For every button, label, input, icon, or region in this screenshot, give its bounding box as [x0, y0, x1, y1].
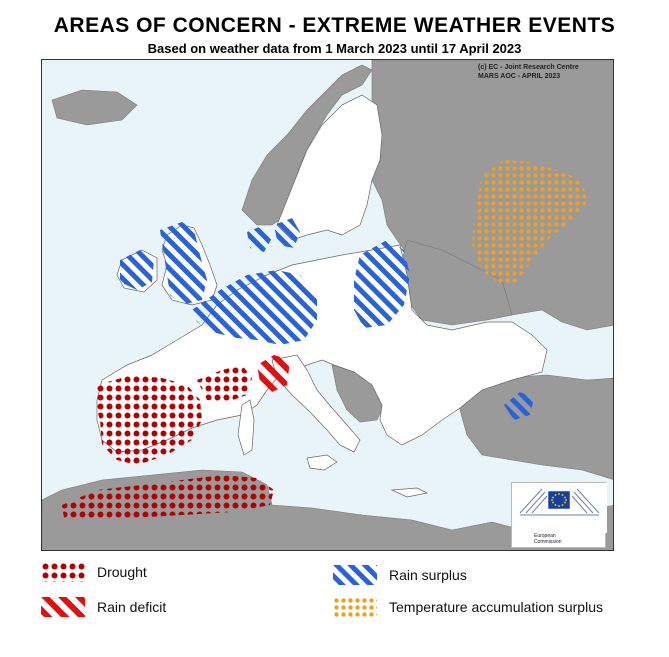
rain-deficit-area-northern-italy — [257, 355, 290, 392]
eu-land-sicily — [306, 454, 338, 471]
rain-surplus-area-central-europe — [192, 270, 317, 345]
legend-label-rain-deficit: Rain deficit — [97, 599, 167, 615]
eu-land-corsica-sardinia — [237, 399, 255, 456]
credit-line-2: MARS AOC - APRIL 2023 — [478, 73, 561, 80]
map-subtitle: Based on weather data from 1 March 2023 … — [147, 41, 522, 56]
rain-surplus-area-denmark — [247, 225, 272, 252]
map-title: AREAS OF CONCERN - EXTREME WEATHER EVENT… — [53, 14, 616, 37]
legend-item-temperature-accumulation-surplus: Temperature accumulation surplus — [333, 597, 603, 617]
rain-surplus-area-turkey — [504, 392, 534, 420]
legend-label-drought: Drought — [97, 564, 147, 580]
temperature-surplus-area-russia — [472, 160, 587, 285]
rain-surplus-area-southern-sweden — [274, 218, 300, 248]
non-eu-land-iceland — [51, 89, 138, 126]
legend-item-drought: Drought — [41, 562, 147, 582]
european-commission-logo: European Commission — [511, 482, 607, 548]
non-eu-land-turkey — [459, 374, 613, 480]
legend-label-temperature-accumulation-surplus: Temperature accumulation surplus — [389, 599, 603, 615]
logo-text-line-1: European — [534, 533, 556, 539]
drought-area-spain — [94, 375, 202, 465]
map-credit: (c) EC - Joint Research Centre MARS AOC … — [478, 63, 579, 81]
rain-surplus-swatch-icon — [333, 565, 377, 585]
rain-deficit-swatch-icon — [41, 597, 85, 617]
temperature-surplus-swatch-icon — [333, 597, 377, 617]
legend-item-rain-deficit: Rain deficit — [41, 597, 166, 617]
eu-flag-icon — [512, 483, 607, 533]
legend-label-rain-surplus: Rain surplus — [389, 567, 467, 583]
rain-surplus-area-poland — [354, 240, 410, 328]
eu-land-italy — [271, 354, 361, 453]
logo-text-line-2: Commission — [534, 539, 562, 545]
credit-line-1: (c) EC - Joint Research Centre — [478, 64, 579, 71]
map-canvas — [42, 60, 613, 550]
rain-surplus-area-ireland — [120, 250, 154, 290]
europe-map — [41, 59, 614, 551]
drought-area-north-africa — [62, 475, 274, 520]
eu-land-crete — [390, 487, 429, 498]
legend-item-rain-surplus: Rain surplus — [333, 565, 467, 585]
drought-area-southern-france — [197, 365, 252, 402]
drought-swatch-icon — [41, 562, 85, 582]
eu-land-scandinavia — [276, 94, 383, 241]
rain-surplus-area-great-britain — [160, 222, 207, 305]
